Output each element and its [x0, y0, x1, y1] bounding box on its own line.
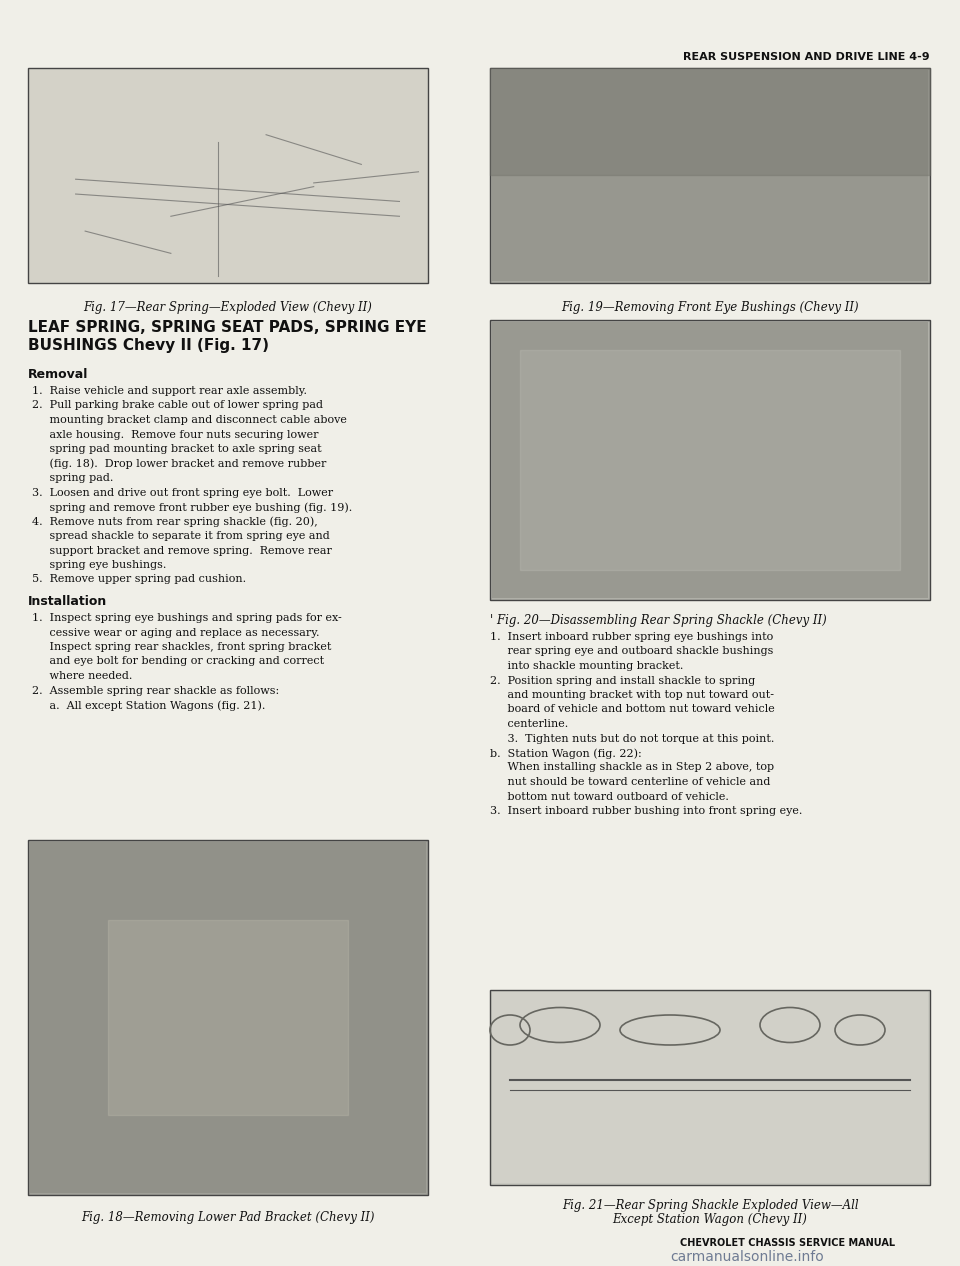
Text: LEAF SPRING, SPRING SEAT PADS, SPRING EYE: LEAF SPRING, SPRING SEAT PADS, SPRING EY…: [28, 320, 426, 335]
Text: nut should be toward centerline of vehicle and: nut should be toward centerline of vehic…: [490, 777, 770, 787]
Text: and mounting bracket with top nut toward out-: and mounting bracket with top nut toward…: [490, 690, 774, 700]
Text: board of vehicle and bottom nut toward vehicle: board of vehicle and bottom nut toward v…: [490, 704, 775, 714]
Text: carmanualsonline.info: carmanualsonline.info: [670, 1250, 824, 1263]
Text: 1.  Inspect spring eye bushings and spring pads for ex-: 1. Inspect spring eye bushings and sprin…: [32, 613, 342, 623]
Text: bottom nut toward outboard of vehicle.: bottom nut toward outboard of vehicle.: [490, 791, 729, 801]
Bar: [492, 70, 928, 281]
Text: into shackle mounting bracket.: into shackle mounting bracket.: [490, 661, 684, 671]
Text: Removal: Removal: [28, 368, 88, 381]
Bar: [490, 320, 930, 600]
Text: spring eye bushings.: spring eye bushings.: [32, 560, 166, 570]
Text: and eye bolt for bending or cracking and correct: and eye bolt for bending or cracking and…: [32, 657, 324, 666]
Bar: [28, 68, 428, 284]
Text: 1.  Raise vehicle and support rear axle assembly.: 1. Raise vehicle and support rear axle a…: [32, 386, 307, 396]
Bar: [30, 842, 426, 1193]
Text: 1.  Insert inboard rubber spring eye bushings into: 1. Insert inboard rubber spring eye bush…: [490, 632, 773, 642]
Text: ' Fig. 20—Disassembling Rear Spring Shackle (Chevy II): ' Fig. 20—Disassembling Rear Spring Shac…: [490, 614, 827, 627]
Bar: [28, 841, 428, 1195]
Text: Inspect spring rear shackles, front spring bracket: Inspect spring rear shackles, front spri…: [32, 642, 331, 652]
Text: a.  All except Station Wagons (fig. 21).: a. All except Station Wagons (fig. 21).: [32, 700, 265, 710]
Text: CHEVROLET CHASSIS SERVICE MANUAL: CHEVROLET CHASSIS SERVICE MANUAL: [680, 1238, 895, 1248]
Text: 2.  Assemble spring rear shackle as follows:: 2. Assemble spring rear shackle as follo…: [32, 685, 279, 695]
Text: support bracket and remove spring.  Remove rear: support bracket and remove spring. Remov…: [32, 546, 332, 556]
Text: centerline.: centerline.: [490, 719, 568, 729]
Bar: [490, 68, 930, 284]
Text: Fig. 17—Rear Spring—Exploded View (Chevy II): Fig. 17—Rear Spring—Exploded View (Chevy…: [84, 301, 372, 314]
Text: 3.  Loosen and drive out front spring eye bolt.  Lower: 3. Loosen and drive out front spring eye…: [32, 487, 333, 498]
Bar: [492, 993, 928, 1182]
Text: (fig. 18).  Drop lower bracket and remove rubber: (fig. 18). Drop lower bracket and remove…: [32, 458, 326, 470]
Text: spring and remove front rubber eye bushing (fig. 19).: spring and remove front rubber eye bushi…: [32, 503, 352, 513]
Text: axle housing.  Remove four nuts securing lower: axle housing. Remove four nuts securing …: [32, 429, 319, 439]
Text: Except Station Wagon (Chevy II): Except Station Wagon (Chevy II): [612, 1213, 807, 1225]
Text: Fig. 18—Removing Lower Pad Bracket (Chevy II): Fig. 18—Removing Lower Pad Bracket (Chev…: [82, 1212, 374, 1224]
Text: 3.  Insert inboard rubber bushing into front spring eye.: 3. Insert inboard rubber bushing into fr…: [490, 806, 803, 817]
Text: 3.  Tighten nuts but do not torque at this point.: 3. Tighten nuts but do not torque at thi…: [490, 733, 775, 743]
Text: rear spring eye and outboard shackle bushings: rear spring eye and outboard shackle bus…: [490, 647, 774, 657]
Text: cessive wear or aging and replace as necessary.: cessive wear or aging and replace as nec…: [32, 628, 320, 638]
Text: 2.  Position spring and install shackle to spring: 2. Position spring and install shackle t…: [490, 676, 756, 685]
Text: spring pad mounting bracket to axle spring seat: spring pad mounting bracket to axle spri…: [32, 444, 322, 454]
Text: BUSHINGS Chevy II (Fig. 17): BUSHINGS Chevy II (Fig. 17): [28, 338, 269, 353]
Text: Installation: Installation: [28, 595, 108, 608]
Text: mounting bracket clamp and disconnect cable above: mounting bracket clamp and disconnect ca…: [32, 415, 347, 425]
Text: Fig. 21—Rear Spring Shackle Exploded View—All: Fig. 21—Rear Spring Shackle Exploded Vie…: [562, 1199, 858, 1212]
Bar: [490, 990, 930, 1185]
Text: spring pad.: spring pad.: [32, 473, 113, 484]
Bar: [492, 322, 928, 598]
Text: Fig. 19—Removing Front Eye Bushings (Chevy II): Fig. 19—Removing Front Eye Bushings (Che…: [562, 301, 859, 314]
Text: 2.  Pull parking brake cable out of lower spring pad: 2. Pull parking brake cable out of lower…: [32, 400, 323, 410]
Text: 5.  Remove upper spring pad cushion.: 5. Remove upper spring pad cushion.: [32, 575, 246, 585]
Text: 4.  Remove nuts from rear spring shackle (fig. 20),: 4. Remove nuts from rear spring shackle …: [32, 517, 318, 527]
Text: REAR SUSPENSION AND DRIVE LINE 4-9: REAR SUSPENSION AND DRIVE LINE 4-9: [684, 52, 930, 62]
Text: b.  Station Wagon (fig. 22):: b. Station Wagon (fig. 22):: [490, 748, 641, 758]
Text: spread shackle to separate it from spring eye and: spread shackle to separate it from sprin…: [32, 530, 329, 541]
Text: where needed.: where needed.: [32, 671, 132, 681]
Text: When installing shackle as in Step 2 above, top: When installing shackle as in Step 2 abo…: [490, 762, 774, 772]
